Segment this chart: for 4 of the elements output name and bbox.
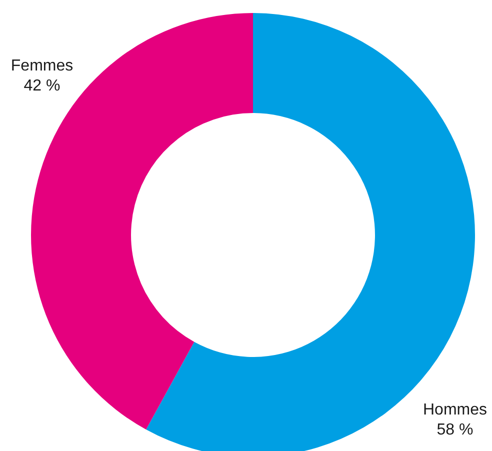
slice-label: Femmes (10, 58, 74, 74)
slice-label: Hommes (422, 402, 488, 418)
data-label: 58 % (436, 422, 474, 438)
data-label: 42 % (24, 78, 60, 94)
